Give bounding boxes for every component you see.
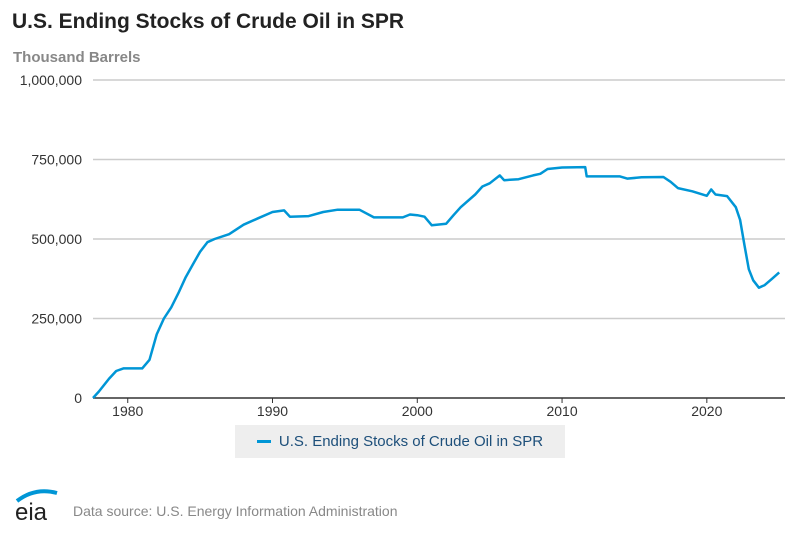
- y-axis-unit-label: Thousand Barrels: [13, 49, 141, 66]
- x-tick-label: 1980: [112, 403, 143, 419]
- y-tick-label: 0: [74, 390, 82, 406]
- y-tick-label: 500,000: [31, 231, 82, 247]
- legend[interactable]: U.S. Ending Stocks of Crude Oil in SPR: [235, 425, 565, 458]
- legend-swatch: [256, 440, 271, 443]
- eia-logo-icon: eia: [15, 489, 58, 523]
- svg-text:eia: eia: [15, 499, 48, 523]
- x-tick-label: 2020: [691, 403, 722, 419]
- x-tick-label: 1990: [257, 403, 288, 419]
- y-tick-label: 1,000,000: [20, 72, 82, 88]
- y-tick-label: 750,000: [31, 152, 82, 168]
- y-tick-label: 250,000: [31, 311, 82, 327]
- x-tick-label: 2000: [402, 403, 433, 419]
- series-line: [92, 165, 781, 399]
- chart-title: U.S. Ending Stocks of Crude Oil in SPR: [12, 10, 405, 33]
- data-source: Data source: U.S. Energy Information Adm…: [73, 503, 398, 519]
- legend-label: U.S. Ending Stocks of Crude Oil in SPR: [278, 433, 544, 450]
- x-tick-label: 2010: [546, 403, 577, 419]
